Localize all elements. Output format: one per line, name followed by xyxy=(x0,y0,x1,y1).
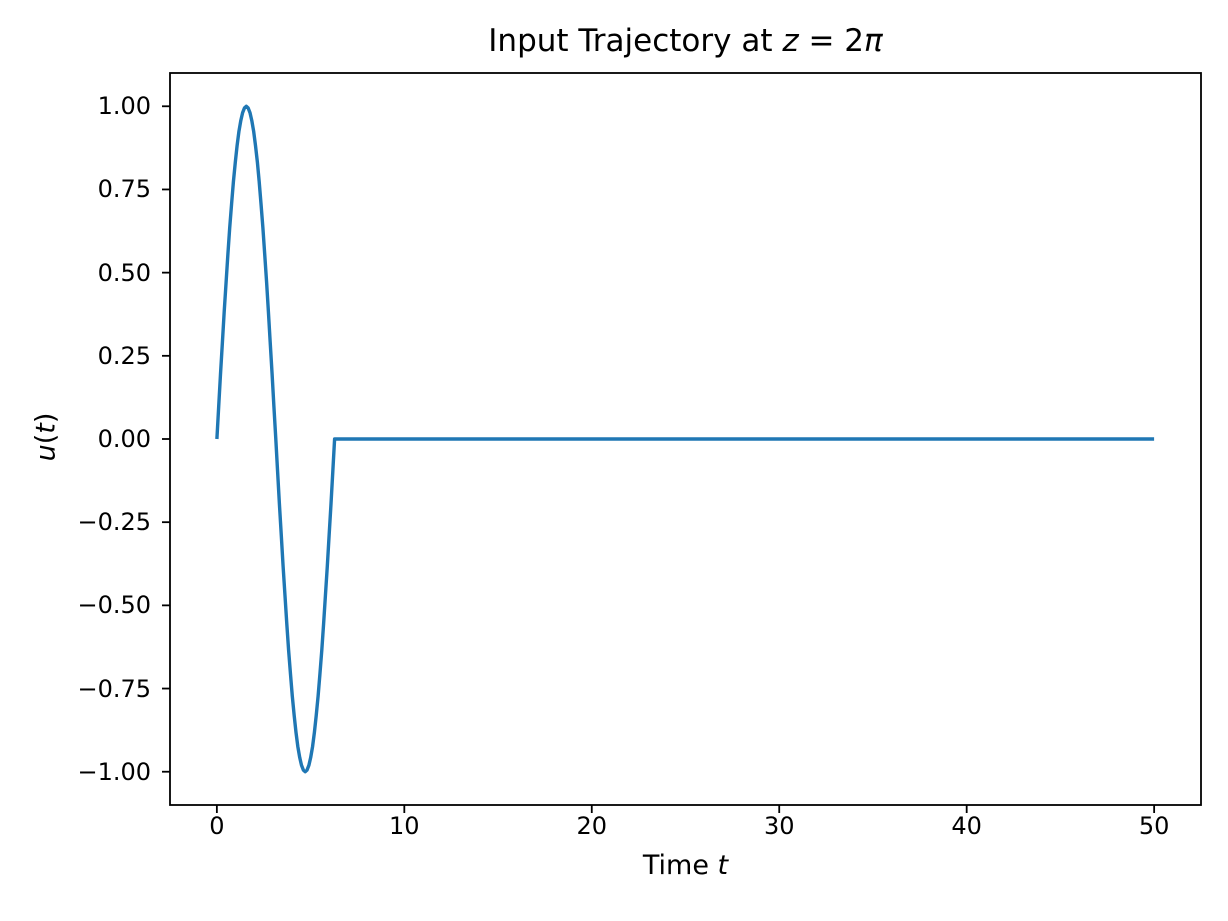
ylabel-paren-close: ) xyxy=(30,412,62,424)
y-tick-label: −1.00 xyxy=(77,757,151,786)
ylabel-var-t: t xyxy=(30,423,62,434)
y-axis-label: u(t) xyxy=(30,412,62,462)
x-tick-label: 20 xyxy=(576,812,608,840)
x-tick-label: 40 xyxy=(951,812,982,840)
x-tick-label: 30 xyxy=(763,812,795,840)
y-tick-label: 1.00 xyxy=(97,92,151,121)
title-var-z: z xyxy=(782,23,799,59)
y-tick-label: −0.75 xyxy=(77,674,151,703)
y-tick-label: −0.25 xyxy=(77,508,151,537)
title-pi: π xyxy=(864,23,883,59)
series-line xyxy=(215,104,1155,774)
xlabel-prefix: Time xyxy=(642,850,718,881)
ylabel-var-u: u xyxy=(30,444,62,462)
xlabel-var-t: t xyxy=(717,850,729,881)
ylabel-paren-open: ( xyxy=(30,433,62,445)
x-tick-label: 10 xyxy=(389,812,420,840)
title-prefix: Input Trajectory at xyxy=(488,23,783,59)
x-axis-label: Time t xyxy=(170,852,1201,879)
chart-title: Input Trajectory at z = 2π xyxy=(170,26,1201,57)
y-tick-label: 0.50 xyxy=(97,258,151,287)
title-equals: = xyxy=(798,23,845,59)
x-tick-label: 0 xyxy=(209,812,225,840)
title-coefficient: 2 xyxy=(844,23,865,59)
y-tick-label: 0.25 xyxy=(97,341,151,370)
y-tick-label: 0.75 xyxy=(97,175,151,204)
y-tick-label: −0.50 xyxy=(77,591,151,620)
x-tick-label: 50 xyxy=(1138,812,1170,840)
y-tick-label: 0.00 xyxy=(97,425,151,453)
